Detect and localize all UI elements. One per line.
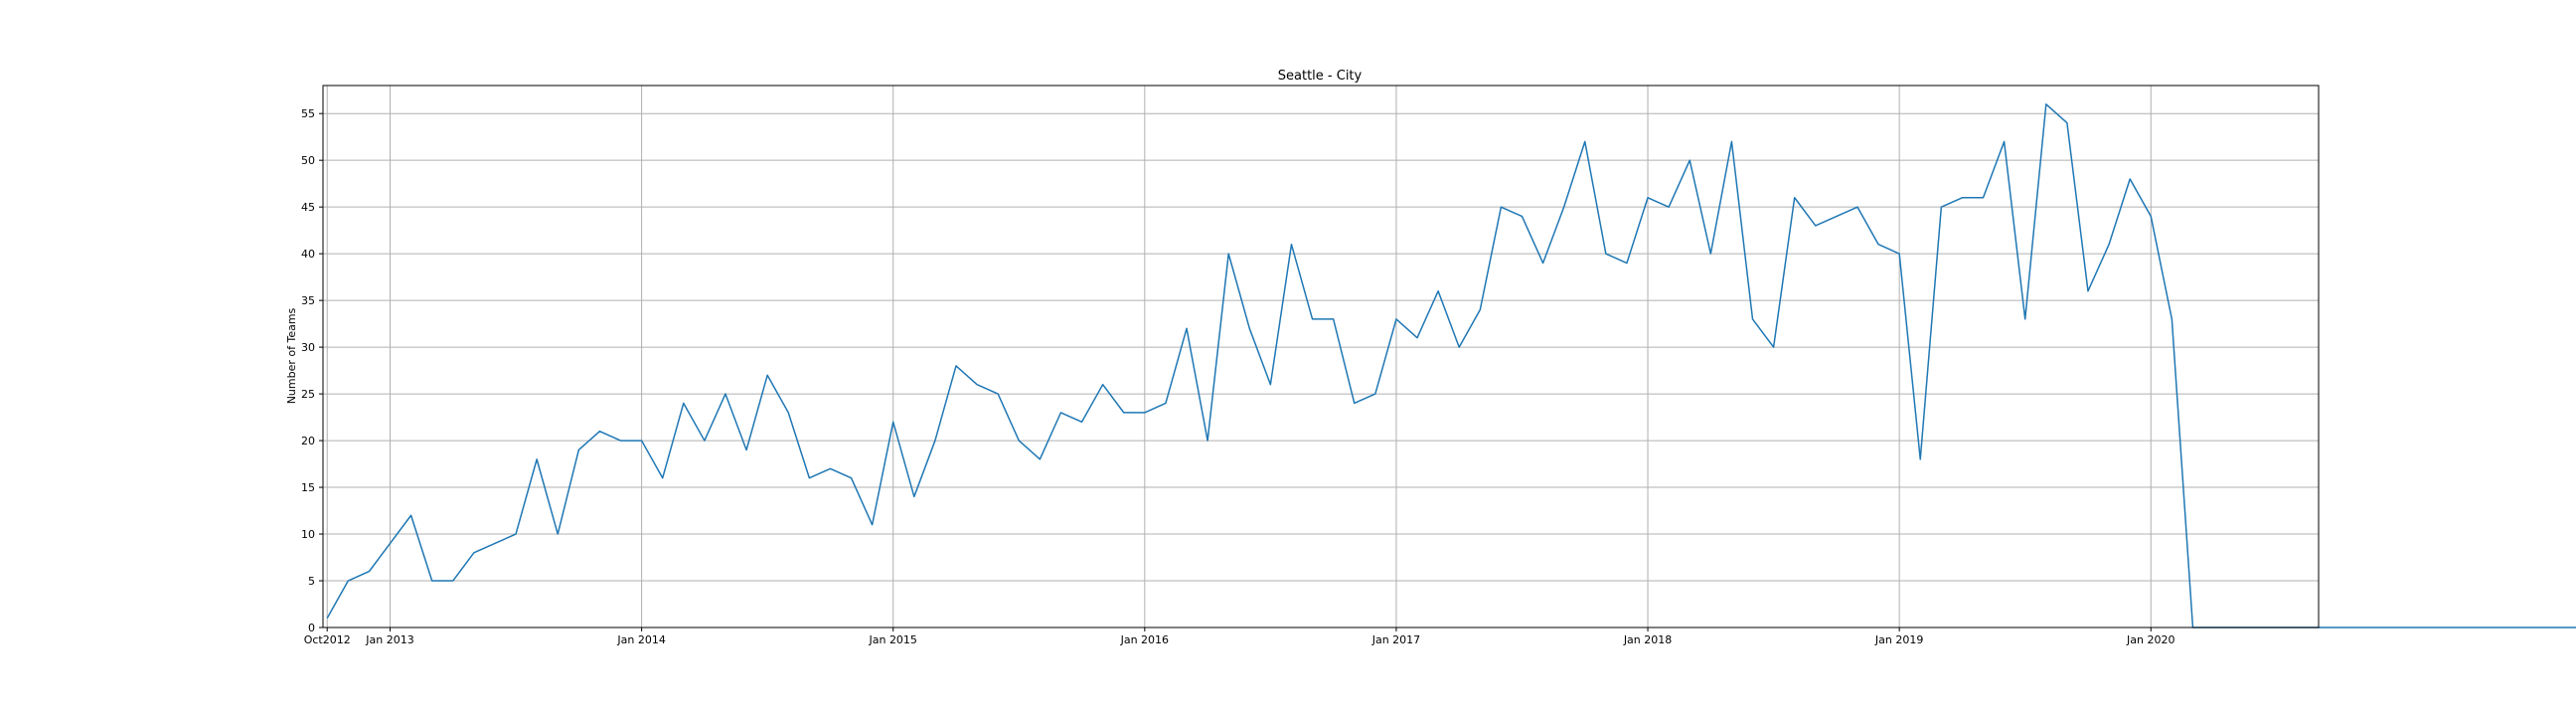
chart-title: Seattle - City [1278, 69, 1363, 84]
x-tick-label: Jan 2016 [1120, 633, 1169, 646]
y-axis-label: Number of Teams [285, 307, 298, 404]
y-axis-ticks: 0 5 10 15 20 25 30 35 40 45 50 55 [301, 107, 323, 634]
plot-frame [322, 85, 2320, 628]
grid [323, 86, 2319, 628]
y-tick-label: 5 [308, 575, 315, 588]
y-tick-label: 45 [301, 201, 315, 214]
x-tick-label: Jan 2017 [1371, 633, 1420, 646]
y-tick-label: 35 [301, 294, 315, 307]
x-tick-label: Jan 2019 [1874, 633, 1923, 646]
y-tick-label: 30 [301, 341, 315, 354]
y-tick-label: 40 [301, 248, 315, 261]
x-tick-label: Jan 2020 [2126, 633, 2174, 646]
x-tick-label: Jan 2015 [868, 633, 916, 646]
y-tick-label: 55 [301, 107, 315, 120]
x-tick-label: Jan 2013 [365, 633, 413, 646]
x-axis-ticks: Oct2012 Jan 2013 Jan 2014 Jan 2015 Jan 2016 J… [304, 627, 2174, 646]
y-tick-label: 10 [301, 528, 315, 541]
y-tick-label: 15 [301, 481, 315, 494]
y-tick-label: 0 [308, 622, 315, 634]
x-tick-label: Jan 2018 [1623, 633, 1672, 646]
x-tick-label: Oct2012 [304, 633, 351, 646]
y-tick-label: 25 [301, 388, 315, 401]
y-tick-label: 20 [301, 435, 315, 448]
y-tick-label: 50 [301, 154, 315, 167]
series-line [326, 103, 2576, 628]
series-layer [326, 103, 2576, 628]
x-tick-label: Jan 2014 [616, 633, 665, 646]
